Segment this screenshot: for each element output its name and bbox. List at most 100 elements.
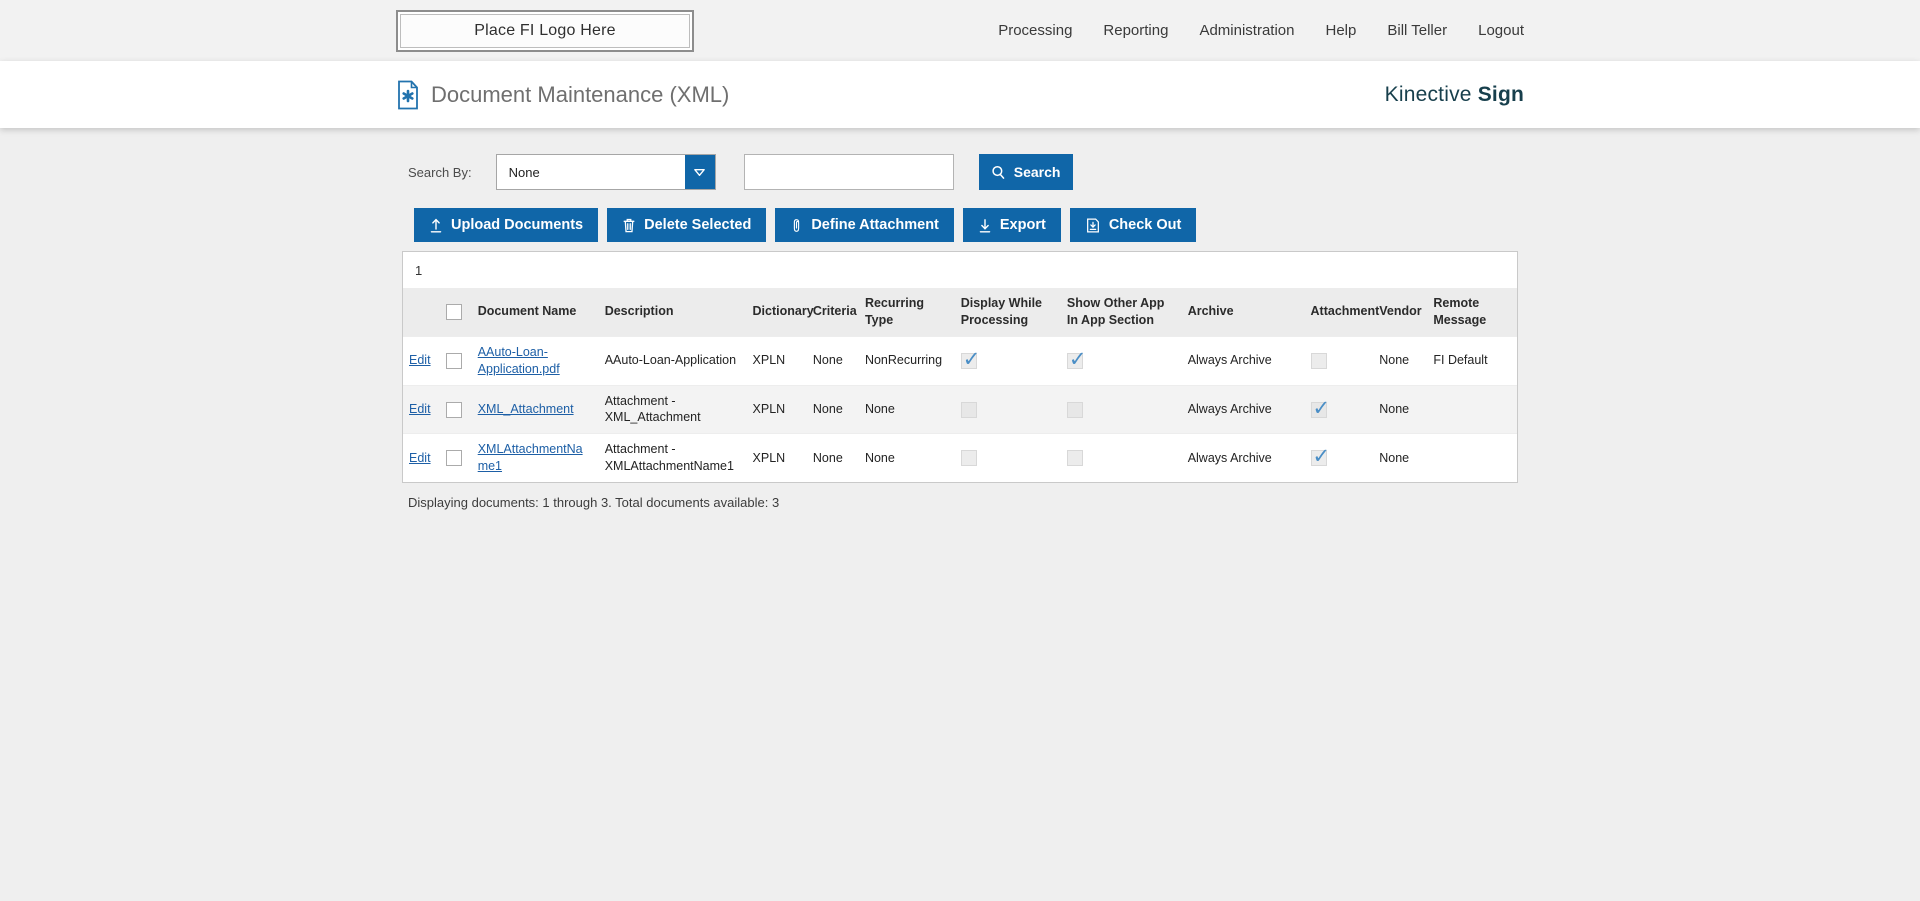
column-header-description: Description [604, 304, 674, 319]
main-content: Search By: None Search [0, 128, 1920, 510]
table-row: Edit XMLAttachmentName1 Attachment - XML… [403, 433, 1517, 482]
document-name-link[interactable]: AAuto-Loan-Application.pdf [477, 344, 560, 376]
document-name-link[interactable]: XMLAttachmentName1 [477, 442, 583, 474]
search-button-label: Search [1013, 164, 1061, 180]
column-header-archive: Archive [1187, 304, 1234, 319]
define-attachment-label: Define Attachment [811, 217, 939, 233]
menu-item-logout[interactable]: Logout [1478, 22, 1524, 39]
recurring-type-cell: None [864, 401, 895, 416]
row-select-checkbox[interactable] [446, 450, 463, 467]
top-bar: Place FI Logo Here Processing Reporting … [0, 0, 1920, 61]
display-while-processing-checkbox [960, 401, 977, 418]
table-footer-summary: Displaying documents: 1 through 3. Total… [408, 495, 780, 510]
page-header: Document Maintenance (XML) Kinective Sig… [0, 61, 1920, 128]
brand-product: Sign [1477, 82, 1524, 106]
upload-documents-label: Upload Documents [451, 217, 584, 233]
column-header-display-while-processing: Display While Processing [960, 296, 1043, 327]
table-header-row: Document Name Description Dictionary Cri… [403, 288, 1517, 337]
description-cell: AAuto-Loan-Application [604, 353, 737, 368]
column-header-remote-message: Remote Message [1433, 296, 1487, 327]
menu-item-administration[interactable]: Administration [1199, 22, 1295, 39]
document-asterisk-icon [396, 80, 420, 110]
select-all-checkbox[interactable] [446, 304, 463, 321]
pagination-bar: 1 [403, 252, 1517, 288]
edit-link[interactable]: Edit [409, 450, 431, 465]
brand-name: Kinective [1384, 82, 1472, 106]
column-header-show-other-app: Show Other App In App Section [1066, 296, 1165, 327]
kinective-sign-logo: Kinective Sign [1385, 83, 1524, 107]
document-table-body: Edit AAuto-Loan-Application.pdf AAuto-Lo… [403, 336, 1517, 482]
menu-item-help[interactable]: Help [1325, 22, 1357, 39]
archive-cell: Always Archive [1187, 401, 1272, 416]
vendor-cell: None [1379, 353, 1410, 368]
chevron-down-icon [693, 168, 706, 177]
attachment-checkbox [1310, 395, 1330, 423]
edit-link[interactable]: Edit [409, 401, 431, 416]
archive-cell: Always Archive [1187, 450, 1272, 465]
menu-item-processing[interactable]: Processing [998, 22, 1073, 39]
upload-documents-button[interactable]: Upload Documents [414, 208, 599, 242]
vendor-cell: None [1379, 401, 1410, 416]
search-button[interactable]: Search [978, 154, 1073, 190]
column-header-dictionary: Dictionary [752, 304, 814, 319]
check-out-label: Check Out [1108, 217, 1182, 233]
row-select-checkbox[interactable] [446, 352, 463, 369]
column-header-document-name: Document Name [477, 304, 577, 319]
column-header-attachment: Attachment [1310, 304, 1380, 319]
show-other-app-checkbox [1066, 401, 1083, 418]
show-other-app-checkbox [1066, 450, 1083, 467]
remote-message-cell [1427, 434, 1517, 482]
documents-table-container: 1 Document Name Description Dictionary C… [402, 251, 1518, 483]
criteria-cell: None [812, 401, 843, 416]
row-select-checkbox[interactable] [446, 401, 463, 418]
search-input[interactable] [743, 154, 954, 190]
description-cell: Attachment - XMLAttachmentName1 [604, 442, 734, 474]
document-toolbar: Upload Documents Delete Selected [402, 208, 1518, 242]
download-icon [978, 217, 992, 234]
search-by-dropdown[interactable]: None [495, 154, 716, 190]
search-icon [991, 165, 1006, 180]
fi-logo-placeholder[interactable]: Place FI Logo Here [396, 9, 694, 52]
search-bar: Search By: None Search [402, 154, 1518, 190]
upload-icon [429, 217, 443, 234]
paperclip-icon [790, 217, 803, 234]
criteria-cell: None [812, 353, 843, 368]
dictionary-cell: XPLN [752, 450, 786, 465]
fi-logo-text: Place FI Logo Here [474, 21, 616, 39]
dropdown-arrow-button[interactable] [684, 155, 715, 189]
recurring-type-cell: NonRecurring [864, 353, 943, 368]
checkout-document-icon [1085, 217, 1101, 234]
page-title: Document Maintenance (XML) [431, 81, 730, 107]
column-header-recurring-type: Recurring Type [864, 296, 924, 327]
archive-cell: Always Archive [1187, 353, 1272, 368]
export-label: Export [999, 217, 1046, 233]
vendor-cell: None [1379, 450, 1410, 465]
delete-selected-button[interactable]: Delete Selected [607, 208, 767, 242]
edit-column-header [403, 288, 440, 336]
recurring-type-cell: None [864, 450, 895, 465]
page-number[interactable]: 1 [415, 262, 423, 278]
table-row: Edit XML_Attachment Attachment - XML_Att… [403, 385, 1517, 434]
menu-item-bill-teller[interactable]: Bill Teller [1387, 22, 1448, 39]
description-cell: Attachment - XML_Attachment [604, 393, 701, 425]
check-out-button[interactable]: Check Out [1069, 208, 1197, 242]
search-by-label: Search By: [408, 164, 472, 180]
main-menu: Processing Reporting Administration Help… [998, 22, 1524, 39]
remote-message-cell: FI Default [1433, 353, 1488, 368]
display-while-processing-checkbox [960, 346, 980, 374]
display-while-processing-checkbox [960, 450, 977, 467]
menu-item-reporting[interactable]: Reporting [1103, 22, 1169, 39]
column-header-criteria: Criteria [812, 304, 857, 319]
attachment-checkbox [1310, 352, 1327, 369]
column-header-vendor: Vendor [1379, 304, 1422, 319]
export-button[interactable]: Export [962, 208, 1061, 242]
define-attachment-button[interactable]: Define Attachment [775, 208, 954, 242]
document-name-link[interactable]: XML_Attachment [477, 401, 574, 416]
edit-link[interactable]: Edit [409, 353, 431, 368]
trash-icon [622, 217, 636, 234]
dictionary-cell: XPLN [752, 401, 786, 416]
table-row: Edit AAuto-Loan-Application.pdf AAuto-Lo… [403, 336, 1517, 385]
show-other-app-checkbox [1066, 346, 1087, 374]
documents-table: Document Name Description Dictionary Cri… [403, 288, 1517, 482]
criteria-cell: None [812, 450, 843, 465]
